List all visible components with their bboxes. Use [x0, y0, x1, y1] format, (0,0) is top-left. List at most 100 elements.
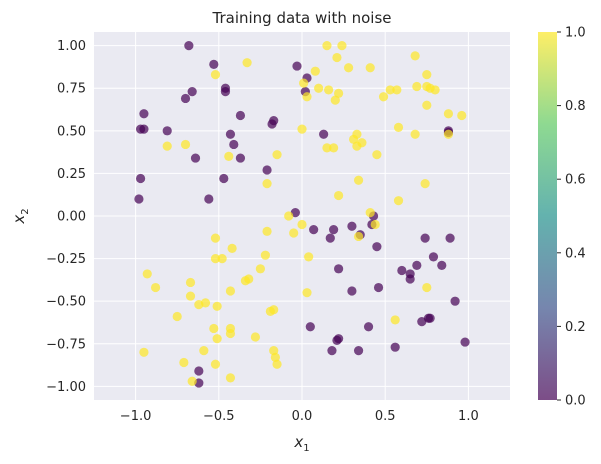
- data-point: [450, 296, 460, 306]
- data-point: [410, 51, 420, 61]
- data-point: [397, 265, 407, 276]
- data-point: [272, 359, 282, 369]
- x-axis-label-base: x: [293, 433, 303, 451]
- data-point: [224, 151, 234, 161]
- data-point: [343, 63, 354, 73]
- data-point: [460, 337, 470, 347]
- data-point: [348, 134, 359, 144]
- colorbar: 0.0 0.2 0.4 0.6 0.8 1.0: [538, 26, 586, 409]
- plot-area: [94, 32, 510, 400]
- data-point: [220, 87, 231, 97]
- data-point: [353, 175, 364, 185]
- data-point: [187, 376, 197, 386]
- data-point: [297, 124, 307, 134]
- data-point: [212, 301, 222, 311]
- data-point: [172, 311, 182, 322]
- data-point: [347, 221, 357, 231]
- data-point: [437, 260, 447, 271]
- data-point: [365, 63, 375, 73]
- data-point: [284, 211, 294, 221]
- data-point: [372, 150, 382, 160]
- data-point: [204, 194, 214, 204]
- data-point: [412, 81, 422, 92]
- colorbar-tick-label: 0.6: [565, 173, 586, 188]
- data-point: [322, 143, 332, 153]
- data-point: [262, 226, 272, 236]
- data-point: [179, 357, 189, 368]
- data-point: [310, 66, 320, 76]
- data-point: [265, 306, 275, 317]
- data-point: [332, 52, 342, 63]
- data-point: [422, 100, 432, 110]
- data-point: [139, 347, 149, 357]
- data-point: [334, 190, 344, 201]
- x-tick-labels: −1.0 −0.5 0.0 0.5 1.0: [120, 409, 479, 424]
- y-tick-label: 1.00: [57, 39, 86, 54]
- data-point: [302, 288, 312, 298]
- data-point: [334, 88, 344, 98]
- y-tick-label: 0.75: [57, 82, 86, 97]
- y-tick-labels: −1.00 −0.75 −0.50 −0.25 0.00 0.25 0.50 0.75 1.00: [46, 39, 86, 395]
- colorbar-gradient: [538, 32, 557, 400]
- x-tick-label: −0.5: [203, 409, 235, 424]
- data-point: [139, 109, 149, 119]
- data-point: [370, 219, 380, 230]
- data-point: [347, 286, 357, 296]
- data-point: [337, 41, 347, 51]
- data-point: [420, 233, 430, 243]
- data-point: [235, 110, 246, 121]
- data-point: [334, 264, 344, 274]
- data-point: [135, 173, 146, 184]
- data-point: [390, 315, 400, 325]
- data-point: [200, 298, 211, 308]
- data-point: [353, 231, 364, 242]
- data-point: [210, 69, 221, 80]
- y-tick-label: −0.75: [46, 337, 86, 352]
- data-point: [225, 373, 236, 383]
- data-point: [422, 282, 432, 293]
- colorbar-tick-label: 0.8: [565, 99, 586, 114]
- x-tick-label: −1.0: [120, 409, 152, 424]
- data-point: [304, 252, 314, 262]
- data-point: [297, 219, 307, 230]
- data-point: [302, 92, 312, 102]
- data-point: [267, 119, 277, 129]
- data-point: [210, 253, 221, 264]
- data-point: [185, 277, 196, 288]
- data-point: [210, 233, 221, 243]
- data-point: [330, 95, 340, 105]
- y-tick-label: 0.00: [57, 210, 86, 225]
- data-point: [393, 122, 404, 133]
- y-tick-label: 0.50: [57, 124, 86, 139]
- data-point: [180, 139, 191, 150]
- y-axis-label-base: x: [10, 215, 28, 225]
- data-point: [299, 78, 309, 88]
- data-point: [422, 69, 432, 80]
- data-point: [443, 129, 454, 139]
- data-point: [410, 129, 420, 139]
- data-point: [443, 109, 454, 119]
- data-point: [352, 141, 362, 151]
- data-point: [353, 345, 364, 356]
- data-point: [209, 59, 219, 69]
- data-point: [365, 207, 375, 218]
- y-tick-label: 0.25: [57, 167, 86, 182]
- data-point: [219, 173, 229, 184]
- data-point: [180, 93, 191, 104]
- data-point: [392, 85, 402, 95]
- data-point: [255, 264, 265, 274]
- x-tick-label: 0.0: [292, 409, 313, 424]
- data-point: [210, 359, 221, 369]
- data-point: [162, 141, 172, 151]
- data-point: [385, 85, 395, 95]
- data-point: [242, 58, 252, 68]
- data-point: [187, 87, 197, 97]
- data-point: [378, 92, 389, 102]
- y-axis-label-sub: 2: [20, 208, 31, 214]
- data-point: [329, 143, 339, 153]
- data-point: [327, 345, 337, 356]
- data-point: [372, 242, 382, 252]
- data-point: [457, 110, 467, 121]
- data-point: [289, 228, 299, 238]
- data-point: [405, 274, 415, 284]
